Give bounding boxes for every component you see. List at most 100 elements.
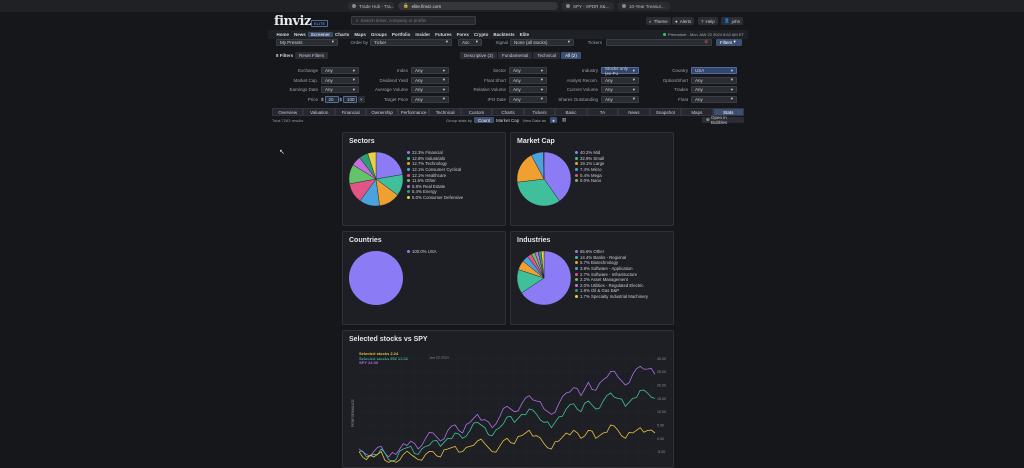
filter-select[interactable]: Any ▾ [509, 67, 547, 74]
finviz-logo[interactable]: finviz [274, 14, 311, 29]
price-min-input[interactable]: 20 [324, 95, 339, 103]
nav-item-screener[interactable]: Screener [308, 32, 333, 37]
view-tab-custom[interactable]: Custom [460, 108, 493, 116]
view-tab-overview[interactable]: Overview [272, 108, 304, 116]
order-by-select[interactable]: Ticker ▾ [370, 38, 452, 46]
nav-item-backtests[interactable]: Backtests [493, 32, 515, 37]
filter-select[interactable]: Any ▾ [509, 95, 547, 103]
chevron-down-icon: ▾ [475, 39, 478, 44]
filter-select[interactable]: Any ▾ [691, 76, 737, 84]
chevron-down-icon: ▾ [540, 67, 543, 73]
legend-item: 1.8% Oil & Gas E&P [575, 288, 648, 294]
chevron-down-icon: ▾ [730, 77, 733, 83]
pie-view-icon[interactable]: ◕ [550, 117, 557, 123]
view-tab-technical[interactable]: Technical [429, 108, 461, 116]
view-tab-snapshot[interactable]: Snapshot [649, 108, 682, 116]
user-button[interactable]: 👤 john [721, 17, 744, 25]
clear-icon[interactable]: ⊗ [704, 39, 708, 44]
filter-tab[interactable]: All (2) [561, 51, 581, 59]
view-tab-valuation[interactable]: Valuation [303, 108, 335, 116]
pie-slice[interactable] [543, 151, 545, 180]
view-tab-news[interactable]: News [618, 108, 650, 116]
view-tab-basic[interactable]: Basic [555, 108, 587, 116]
pie-slice[interactable] [375, 151, 403, 180]
help-button[interactable]: ? Help [698, 17, 718, 25]
nav-item-portfolio[interactable]: Portfolio [391, 32, 411, 37]
legend-item: 19.1% Large [575, 161, 604, 167]
filter-select[interactable]: Any ▾ [509, 76, 547, 84]
nav-item-elite[interactable]: Elite [519, 32, 530, 37]
view-tab-maps[interactable]: Maps [681, 108, 713, 116]
reset-filters-button[interactable]: Reset Filters [295, 51, 329, 59]
view-tab-performance[interactable]: Performance [397, 108, 430, 116]
presets-select[interactable]: My Presets ▾ [276, 38, 338, 46]
nav-item-groups[interactable]: Groups [370, 32, 387, 37]
filter-select[interactable]: Any ▾ [691, 86, 737, 94]
y-tick-label: 20.00 [657, 384, 666, 388]
legend-label: 32.9% Small [580, 155, 605, 161]
filter-select[interactable]: Any ▾ [411, 67, 449, 74]
filter-select[interactable]: Any ▾ [691, 95, 737, 103]
nav-item-insider[interactable]: Insider [415, 32, 431, 37]
alerts-button[interactable]: ● Alerts [672, 17, 695, 25]
nav-item-forex[interactable]: Forex [456, 32, 469, 37]
filter-select[interactable]: Any ▾ [601, 95, 639, 103]
performance-title: Selected stocks vs SPY [349, 336, 428, 343]
view-tab-ta[interactable]: TA [586, 108, 619, 116]
pie-slice[interactable] [540, 250, 545, 279]
filter-select[interactable]: Any ▾ [321, 76, 359, 84]
pie-slice[interactable] [521, 250, 572, 306]
browser-tab[interactable]: 10-Year Treasur... [618, 2, 670, 10]
filter-select[interactable]: Stocks only (ex-Fu ▾ [601, 66, 639, 76]
filter-select[interactable]: Any ▾ [411, 95, 449, 103]
bar-view-icon[interactable]: ▥ [562, 117, 567, 122]
group-count-button[interactable]: Count [474, 117, 495, 123]
legend-swatch [407, 156, 410, 160]
group-marketcap-button[interactable]: Market Cap [496, 117, 520, 123]
price-clear-icon[interactable]: × [358, 95, 365, 103]
nav-item-futures[interactable]: Futures [435, 32, 452, 37]
filter-select[interactable]: Any ▾ [601, 86, 639, 94]
pie-slice[interactable] [516, 178, 560, 207]
browser-tab[interactable]: SPY - SPDR S&... [562, 2, 614, 10]
pie-slice[interactable] [543, 151, 572, 202]
price-max-input[interactable]: 100 [343, 95, 358, 103]
filter-select[interactable]: Any ▾ [321, 67, 359, 74]
filter-tab[interactable]: Technical [533, 51, 561, 59]
filter-select[interactable]: Any ▾ [411, 86, 449, 94]
view-tab-financial[interactable]: Financial [334, 108, 367, 116]
open-bubbles-button[interactable]: ⊕ Open in Bubbles [702, 115, 744, 125]
filter-select[interactable]: Any ▾ [321, 86, 359, 94]
signal-select[interactable]: None (all stocks) ▾ [510, 38, 574, 46]
nav-item-maps[interactable]: Maps [354, 32, 366, 37]
legend-label: 0.4% Mega [580, 172, 602, 178]
filter-select[interactable]: Any ▾ [411, 76, 449, 84]
filters-button[interactable]: Filters ▾ [716, 38, 742, 46]
nav-item-news[interactable]: News [294, 32, 306, 37]
view-tab-charts[interactable]: Charts [492, 108, 524, 116]
legend-label: 2.7% Software - Infrastructure [580, 271, 638, 277]
pie-slice[interactable] [367, 151, 377, 180]
filter-select[interactable]: Any ▾ [601, 76, 639, 84]
theme-button[interactable]: ◐ Theme [646, 17, 671, 25]
nav-item-home[interactable]: Home [276, 32, 290, 37]
pie-slice[interactable] [349, 251, 403, 305]
view-tab-ownership[interactable]: Ownership [366, 108, 398, 116]
filter-select[interactable]: Any ▾ [509, 86, 547, 94]
filter-select[interactable]: USA ▾ [691, 67, 737, 74]
filter-tab[interactable]: Fundamental [498, 51, 533, 59]
browser-tab[interactable]: Trade Hub - Tra... [348, 2, 394, 10]
nav-item-crypto[interactable]: Crypto [473, 32, 489, 37]
filter-value: Any [605, 77, 613, 83]
search-input[interactable]: ⌕ Search ticker, company or profile [351, 16, 476, 25]
url-bar[interactable]: 🔒 elite.finviz.com [398, 2, 558, 10]
industries-panel: Industries 65.6% Other 14.4% Banks - Regi… [510, 231, 674, 325]
theme-label: Theme [653, 18, 668, 24]
filter-tab[interactable]: Descriptive (3) [460, 51, 498, 59]
order-dir-select[interactable]: Asc ▾ [458, 38, 482, 46]
tickers-input[interactable]: ⊗ [606, 38, 712, 46]
view-tab-stats[interactable]: Stats [712, 108, 745, 116]
legend-item: 65.6% Other [575, 249, 648, 255]
view-tab-tickers[interactable]: Tickers [523, 108, 556, 116]
nav-item-charts[interactable]: Charts [335, 32, 350, 37]
